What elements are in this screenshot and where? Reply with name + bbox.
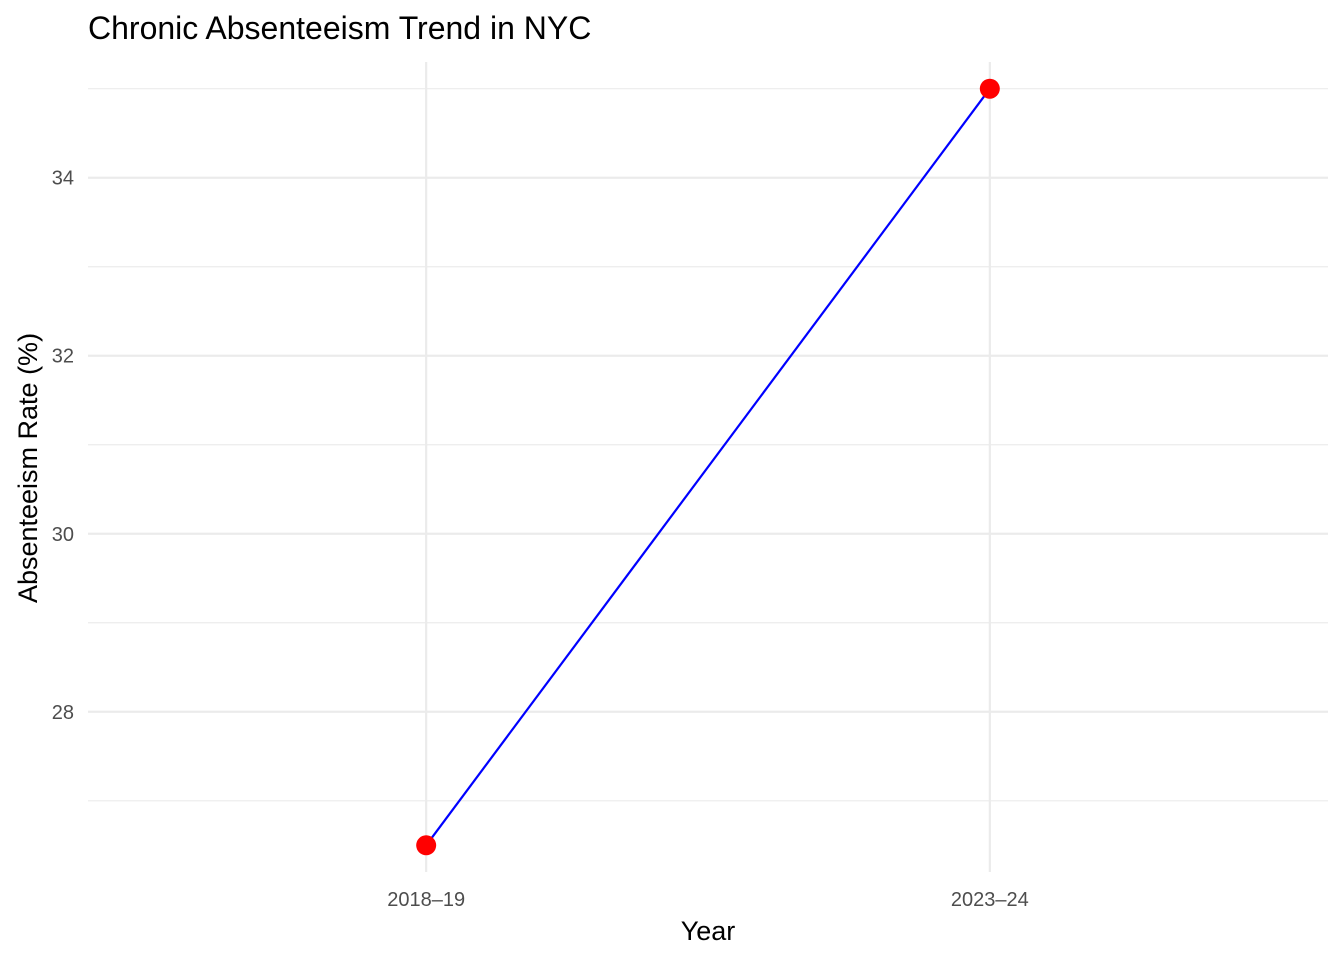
chart-title: Chronic Absenteeism Trend in NYC [88,10,591,46]
y-tick-label: 28 [52,702,74,724]
x-tick-label: 2023–24 [951,889,1029,911]
series-layer [416,78,1000,856]
grid-layer [88,62,1328,872]
y-tick-label: 34 [52,168,74,190]
y-axis-title: Absenteeism Rate (%) [13,333,43,603]
y-tick-label: 32 [52,346,74,368]
y-tick-label: 30 [52,524,74,546]
data-point [979,78,1000,99]
x-tick-label: 2018–19 [387,889,465,911]
x-axis-title: Year [681,916,736,946]
series-line [425,88,991,846]
data-point [416,835,437,856]
tick-labels: 28 30 32 34 2018–19 2023–24 [52,168,1029,911]
